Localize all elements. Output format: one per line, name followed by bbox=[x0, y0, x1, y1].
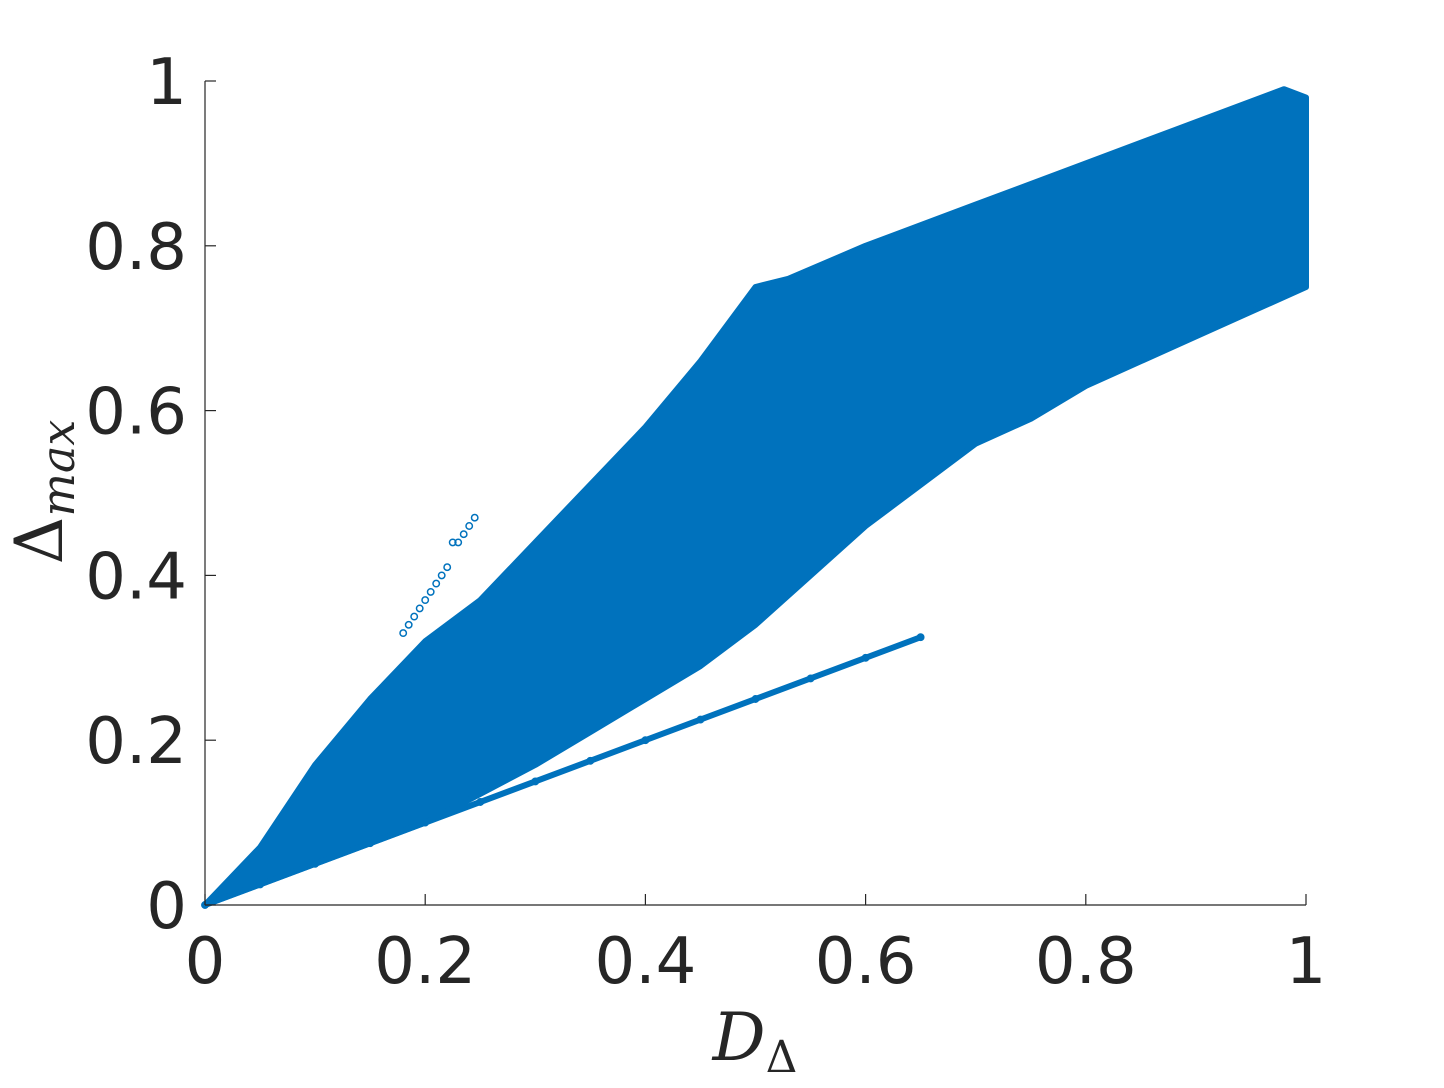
y-tick-label: 0.4 bbox=[85, 540, 187, 614]
linear-branch-line bbox=[202, 634, 924, 908]
x-tick-label: 0.2 bbox=[374, 925, 476, 999]
data-layer bbox=[201, 86, 1309, 909]
y-tick-label: 1 bbox=[146, 46, 187, 120]
tick-labels-layer: 0 0.2 0.4 0.6 0.8 1 0 0.2 0.4 0.6 0.8 1 bbox=[85, 46, 1326, 999]
point-outlier-spur-1 bbox=[404, 620, 413, 629]
y-axis-title-main: Δ bbox=[1, 517, 78, 565]
point-outlier-spur-0 bbox=[399, 629, 408, 638]
y-tick-label: 0 bbox=[146, 870, 187, 944]
point-outlier-spur-13 bbox=[470, 513, 479, 522]
x-tick-label: 1 bbox=[1286, 925, 1327, 999]
point-outlier-spur-12 bbox=[465, 522, 474, 530]
point-outlier-spur-11 bbox=[459, 530, 468, 539]
point-outlier-spur-4 bbox=[421, 596, 430, 605]
y-axis-title-sub: max bbox=[31, 420, 85, 517]
point-outlier-spur-10 bbox=[454, 538, 463, 547]
y-axis-title: Δmax bbox=[1, 420, 85, 565]
x-axis-title-main: D bbox=[712, 999, 766, 1076]
point-outlier-spur-8 bbox=[443, 563, 452, 572]
point-outlier-spur-9 bbox=[448, 538, 457, 547]
series-outlier-spur bbox=[399, 513, 479, 638]
point-outlier-spur-7 bbox=[437, 571, 446, 580]
x-tick-label: 0.6 bbox=[815, 925, 917, 999]
x-tick-label: 0.4 bbox=[595, 925, 697, 999]
y-tick-label: 0.6 bbox=[85, 376, 187, 450]
point-outlier-spur-2 bbox=[410, 612, 419, 621]
scatter-cloud-main-cloud bbox=[202, 86, 1309, 908]
point-outlier-spur-5 bbox=[426, 587, 435, 596]
x-tick-label: 0 bbox=[185, 925, 226, 999]
y-tick-label: 0.8 bbox=[85, 211, 187, 285]
x-axis-title: DΔ bbox=[712, 999, 798, 1083]
x-axis-title-sub: Δ bbox=[766, 1032, 798, 1083]
y-tick-label: 0.2 bbox=[85, 705, 187, 779]
axes-layer bbox=[204, 80, 1307, 906]
x-tick-label: 0.8 bbox=[1035, 925, 1137, 999]
point-outlier-spur-3 bbox=[415, 604, 424, 613]
series-linear-branch bbox=[201, 633, 925, 909]
point-outlier-spur-6 bbox=[432, 579, 441, 588]
